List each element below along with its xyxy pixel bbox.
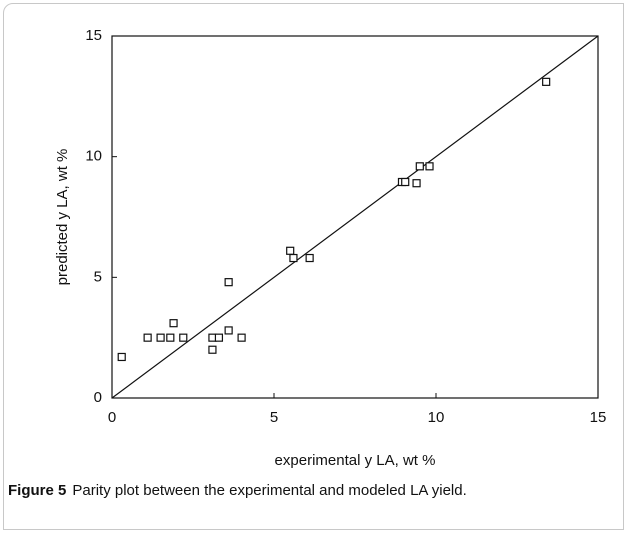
x-tick-label: 15 (590, 409, 607, 426)
point (166, 333, 175, 342)
point (117, 352, 126, 362)
caption-text: Parity plot between the experimental and… (72, 482, 467, 499)
point (179, 333, 188, 342)
y-tick-label: 5 (94, 268, 102, 285)
x-tick-label: 0 (108, 409, 116, 426)
y-tick-label: 15 (85, 27, 102, 44)
x-tick-label: 10 (428, 409, 445, 426)
caption-label: Figure 5 (8, 482, 67, 499)
point (286, 246, 295, 255)
y-axis-label: predicted y LA, wt % (54, 149, 71, 286)
point (305, 253, 314, 263)
point (412, 179, 421, 188)
point (237, 333, 246, 342)
plot-frame (111, 35, 599, 399)
point (224, 326, 233, 335)
point (542, 77, 551, 86)
y-tick-label: 10 (85, 148, 102, 165)
point (169, 319, 178, 328)
x-tick-label: 5 (270, 409, 278, 426)
figure-frame (3, 3, 624, 530)
point (415, 162, 424, 171)
point (224, 278, 233, 287)
point (208, 345, 217, 354)
point (425, 162, 434, 171)
point (214, 333, 224, 342)
y-tick-label: 0 (94, 389, 102, 406)
x-axis-label: experimental y LA, wt % (275, 452, 436, 469)
point (401, 177, 410, 187)
point (143, 333, 152, 342)
point (289, 253, 298, 263)
caption: Figure 5 Parity plot between the experime… (8, 480, 508, 502)
parity-line (111, 35, 599, 399)
point (156, 333, 165, 342)
